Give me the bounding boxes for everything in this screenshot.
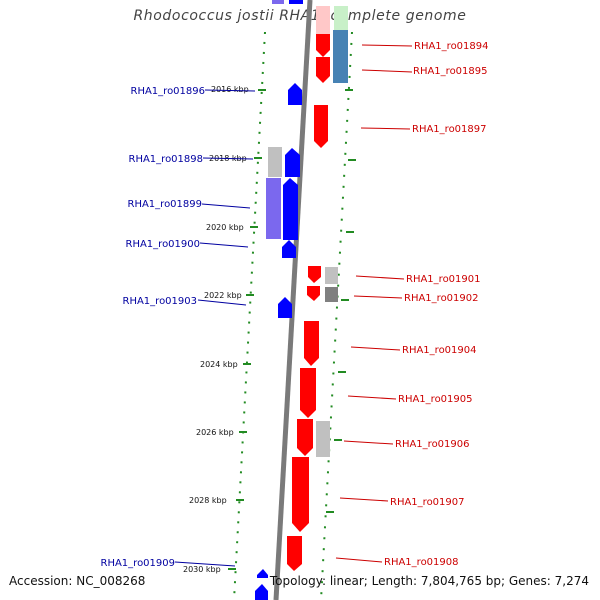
gene-label-ro01895: RHA1_ro01895 [413,66,488,77]
forward-genes [255,0,303,600]
reverse-genes [287,34,330,571]
left-track-dots [233,31,266,600]
gene-label-ro01902: RHA1_ro01902 [404,293,479,304]
gene-label-ro01898: RHA1_ro01898 [129,154,204,165]
gene-label-ro01907: RHA1_ro01907 [390,497,465,508]
right-track-dots [320,31,353,600]
map-title: Rhodococcus jostii RHA1, complete genome [133,8,467,24]
scale-label: 2020 kbp [206,223,244,232]
scale-label: 2028 kbp [189,496,227,505]
gene-label-ro01897: RHA1_ro01897 [412,124,487,135]
gene-label-ro01903: RHA1_ro01903 [123,296,198,307]
scale-label: 2016 kbp [211,85,249,94]
gene-label-ro01904: RHA1_ro01904 [402,345,477,356]
gene-label-ro01901: RHA1_ro01901 [406,274,481,285]
homology-blocks [266,6,348,457]
scale-ticks [228,89,356,570]
gene-label-ro01906: RHA1_ro01906 [395,439,470,450]
gene-label-ro01909: RHA1_ro01909 [101,558,176,569]
gene-label-ro01900: RHA1_ro01900 [126,239,201,250]
genome-backbone [273,0,313,600]
gene-label-ro01908: RHA1_ro01908 [384,557,459,568]
scale-label: 2022 kbp [204,291,242,300]
scale-label: 2026 kbp [196,428,234,437]
gene-label-ro01905: RHA1_ro01905 [398,394,473,405]
scale-label: 2030 kbp [183,565,221,574]
accession-text: Accession: NC_008268 [9,574,146,588]
gene-label-ro01899: RHA1_ro01899 [128,199,203,210]
gene-label-ro01894: RHA1_ro01894 [414,41,489,52]
label-connectors [174,44,413,567]
topology-text: Topology: linear; Length: 7,804,765 bp; … [269,574,589,588]
scale-label: 2024 kbp [200,360,238,369]
gene-label-ro01896: RHA1_ro01896 [131,86,206,97]
